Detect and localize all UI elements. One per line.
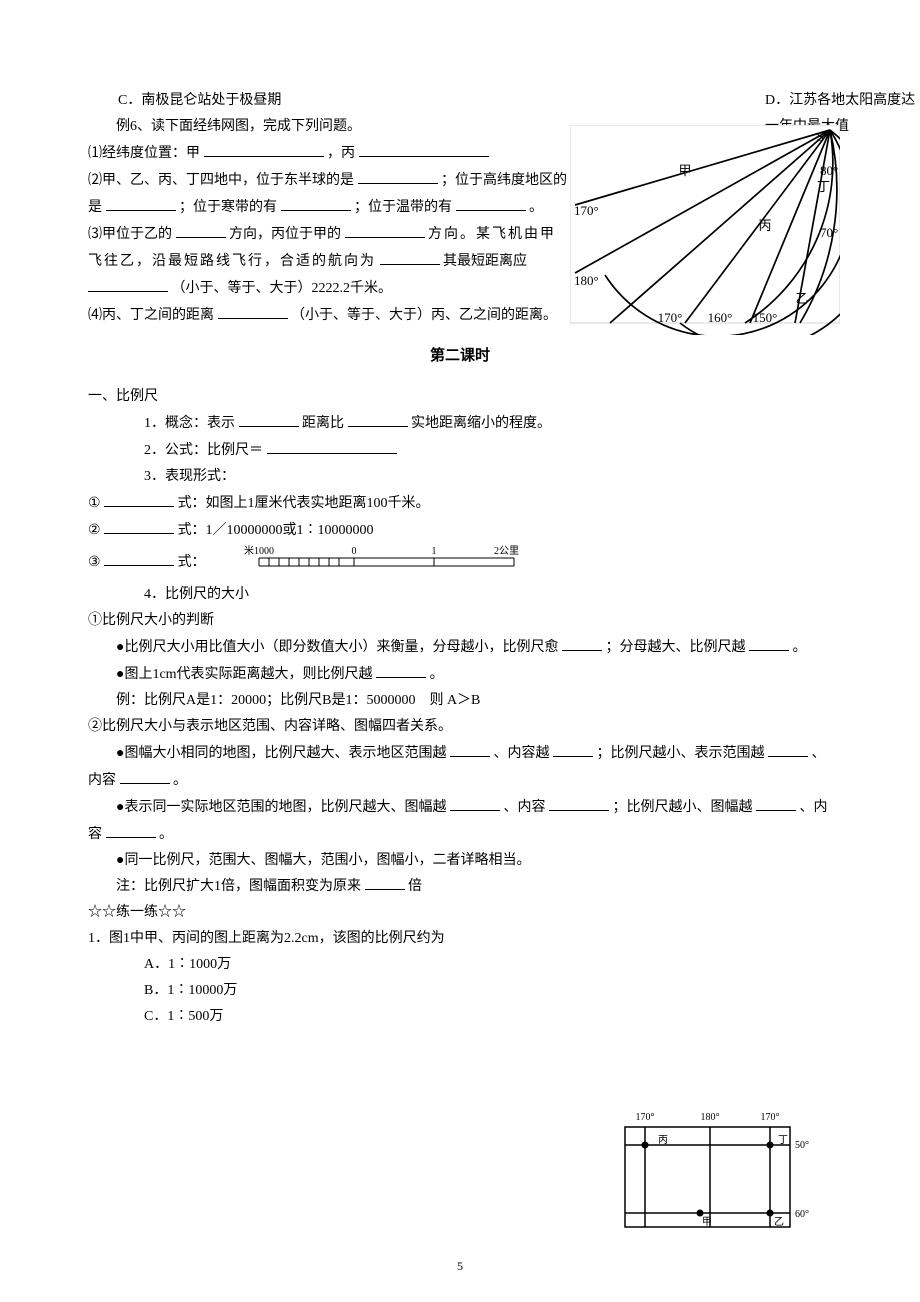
deg-left-180: 180° xyxy=(574,273,599,288)
judge-1-ex: 例：比例尺A是1：20000；比例尺B是1：5000000 则 A＞B xyxy=(88,688,832,714)
practice-c: C．1∶500万 xyxy=(88,1004,832,1030)
blank xyxy=(768,740,808,757)
svg-text:丙: 丙 xyxy=(658,1135,668,1146)
formula-line: 2．公式：比例尺＝ xyxy=(88,437,832,464)
blank xyxy=(345,221,425,238)
note-line: 注：比例尺扩大1倍，图幅面积变为原来 倍 xyxy=(88,873,832,900)
example6-intro: 例6、读下面经纬网图，完成下列问题。 xyxy=(88,114,568,140)
blank xyxy=(120,767,170,784)
blank xyxy=(456,194,526,211)
svg-text:2公里: 2公里 xyxy=(494,545,519,557)
deg-bot-150: 150° xyxy=(753,310,778,325)
blank xyxy=(380,248,440,265)
example6-q3: ⑶甲位于乙的 方向，丙位于甲的 方向。某飞机由甲飞往乙，沿最短路线飞行，合适的航… xyxy=(88,221,568,302)
forms-heading: 3．表现形式： xyxy=(88,464,832,490)
blank xyxy=(749,634,789,651)
concept-line: 1．概念：表示 距离比 实地距离缩小的程度。 xyxy=(88,410,832,437)
lesson-title: 第二课时 xyxy=(88,343,832,371)
svg-text:甲: 甲 xyxy=(702,1217,712,1228)
section-scale: 一、比例尺 1．概念：表示 距离比 实地距离缩小的程度。 2．公式：比例尺＝ 3… xyxy=(88,384,832,900)
svg-text:丁: 丁 xyxy=(778,1135,788,1146)
deg-bot-170: 170° xyxy=(658,310,683,325)
scale-size-heading: 4．比例尺的大小 xyxy=(88,582,832,608)
judge-2-3: ●同一比例尺，范围大、图幅大，范围小，图幅小，二者详略相当。 xyxy=(88,848,832,874)
label-s: S xyxy=(817,129,824,144)
deg-left-170: 170° xyxy=(574,203,599,218)
blank xyxy=(562,634,602,651)
blank xyxy=(281,194,351,211)
svg-text:170°: 170° xyxy=(761,1112,780,1123)
svg-text:1: 1 xyxy=(432,546,437,557)
blank xyxy=(450,794,500,811)
svg-text:170°: 170° xyxy=(636,1112,655,1123)
scale-bar-figure: 米1000 0 1 2公里 xyxy=(239,544,519,582)
blank xyxy=(239,410,299,427)
blank xyxy=(549,794,609,811)
scale-m1000: 米1000 xyxy=(244,544,274,557)
form-2: ② 式：1／10000000或1∶10000000 xyxy=(88,517,832,544)
blank xyxy=(450,740,490,757)
practice-b: B．1∶10000万 xyxy=(88,978,832,1004)
page-number: 5 xyxy=(88,1255,832,1277)
blank xyxy=(106,194,176,211)
label-bing: 丙 xyxy=(758,218,771,233)
svg-text:50°: 50° xyxy=(795,1140,809,1151)
blank xyxy=(365,873,405,890)
judge-1: ①比例尺大小的判断 xyxy=(88,608,832,634)
practice-heading: ☆☆练一练☆☆ xyxy=(88,900,832,926)
label-jia: 甲 xyxy=(678,163,691,178)
example6-block: 例6、读下面经纬网图，完成下列问题。 ⑴经纬度位置：甲 ，丙 ⑵甲、乙、丙、丁四… xyxy=(88,114,568,302)
blank xyxy=(106,821,156,838)
form-1: ① 式：如图上1厘米代表实地距离100千米。 xyxy=(88,490,832,517)
figure-grid-map: 丙 丁 甲 乙 170° 180° 170° 50° 60° xyxy=(600,1105,820,1245)
example6-q2: ⑵甲、乙、丙、丁四地中，位于东半球的是 ；位于高纬度地区的是 ；位于寒带的有 ；… xyxy=(88,167,568,221)
judge-2-1: ●图幅大小相同的地图，比例尺越大、表示地区范围越 、内容越 ；比例尺越小、表示范… xyxy=(88,740,832,794)
svg-text:60°: 60° xyxy=(795,1209,809,1220)
judge-2: ②比例尺大小与表示地区范围、内容详略、图幅四者关系。 xyxy=(88,714,832,740)
blank xyxy=(88,275,168,292)
practice-a: A．1∶1000万 xyxy=(88,952,832,978)
practice-q1: 1．图1中甲、丙间的图上距离为2.2cm，该图的比例尺约为 xyxy=(88,926,832,952)
deg-right-70: 70° xyxy=(820,225,838,240)
deg-right-80: 80° xyxy=(820,163,838,178)
blank xyxy=(104,549,174,566)
svg-text:0: 0 xyxy=(352,546,357,557)
blank xyxy=(104,490,174,507)
svg-text:乙: 乙 xyxy=(774,1216,784,1228)
deg-bot-160: 160° xyxy=(708,310,733,325)
figure-polar-grid: S 甲 丙 丁 乙 170° 180° 80° 70° 170° 160° 15… xyxy=(570,125,840,335)
blank xyxy=(756,794,796,811)
judge-1-1: ●比例尺大小用比值大小（即分数值大小）来衡量，分母越小，比例尺愈 ；分母越大、比… xyxy=(88,634,832,661)
blank xyxy=(359,140,489,157)
label-ding: 丁 xyxy=(817,179,830,194)
form-3: ③ 式： 米1000 0 1 2公里 xyxy=(88,544,832,582)
blank xyxy=(176,221,226,238)
example6-q1: ⑴经纬度位置：甲 ，丙 xyxy=(88,140,568,167)
judge-1-2: ●图上1cm代表实际距离越大，则比例尺越 。 xyxy=(88,661,832,688)
option-c: C．南极昆仑站处于极昼期 xyxy=(118,88,281,114)
judge-2-2: ●表示同一实际地区范围的地图，比例尺越大、图幅越 、内容 ；比例尺越小、图幅越 … xyxy=(88,794,832,848)
blank xyxy=(348,410,408,427)
blank xyxy=(204,140,324,157)
svg-text:180°: 180° xyxy=(701,1112,720,1123)
blank xyxy=(358,167,438,184)
options-row: C．南极昆仑站处于极昼期 D．江苏各地太阳高度达一年中最大值 xyxy=(88,88,832,114)
label-yi: 乙 xyxy=(795,291,808,306)
blank xyxy=(267,437,397,454)
blank xyxy=(376,661,426,678)
blank xyxy=(104,517,174,534)
blank xyxy=(218,302,288,319)
blank xyxy=(553,740,593,757)
section1-heading: 一、比例尺 xyxy=(88,384,832,410)
